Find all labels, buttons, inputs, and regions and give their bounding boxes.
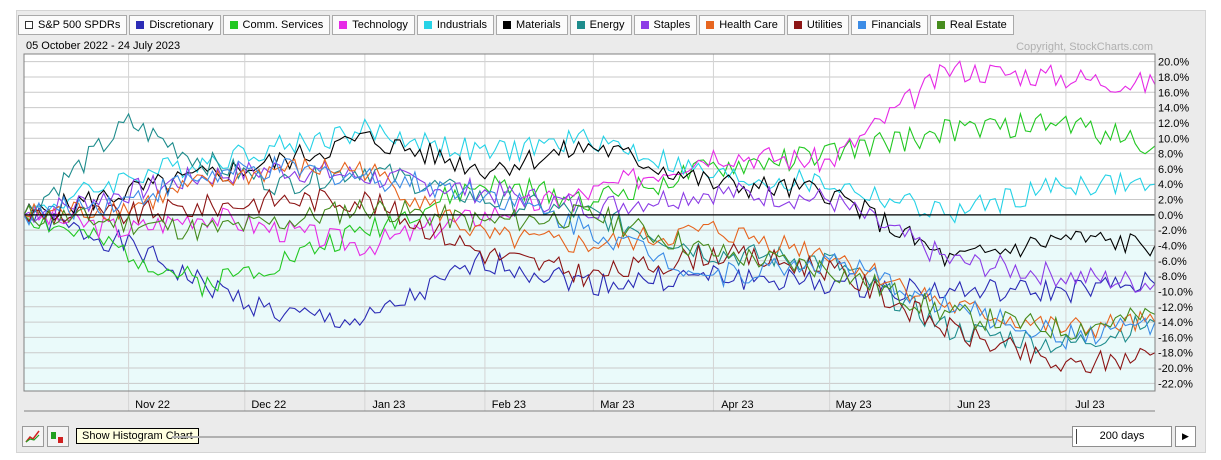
x-tick-label: Mar 23: [600, 399, 634, 411]
series-line: [23, 160, 1156, 293]
plot-border: [23, 53, 1156, 392]
y-tick-label: 2.0%: [1158, 195, 1183, 207]
histogram-button[interactable]: [47, 426, 69, 447]
legend-item[interactable]: Materials: [496, 15, 568, 35]
legend-label: Materials: [516, 19, 561, 31]
y-tick-label: 12.0%: [1158, 118, 1189, 130]
series-line: [23, 130, 1156, 268]
legend-item[interactable]: Financials: [851, 15, 928, 35]
x-tick-label: May 23: [836, 399, 872, 411]
bottom-toolbar: Show Histogram Chart 200 days ▶: [22, 426, 1198, 448]
series-line: [23, 112, 1156, 355]
line-chart-icon: [25, 430, 40, 443]
line-chart-button[interactable]: [22, 426, 44, 447]
y-tick-label: -6.0%: [1158, 256, 1187, 268]
legend-swatch: [229, 21, 238, 29]
legend-swatch: [503, 21, 512, 29]
y-tick-label: -12.0%: [1158, 302, 1193, 314]
legend-swatch: [136, 21, 145, 29]
chart: 20.0% 18.0% 16.0% 14.0% 12.0% 10.0% 8.0% 6.0% 4.…: [23, 53, 1193, 412]
y-tick-label: -10.0%: [1158, 286, 1193, 298]
legend-label: Staples: [653, 19, 691, 31]
legend-label: Technology: [352, 19, 408, 31]
legend-swatch: [423, 21, 432, 29]
legend: S&P 500 SPDRs Discretionary Comm. Services…: [18, 15, 1014, 37]
copyright: Copyright, StockCharts.com: [1016, 41, 1153, 53]
period-input[interactable]: 200 days: [1072, 426, 1172, 447]
legend-item[interactable]: S&P 500 SPDRs: [18, 15, 128, 35]
x-tick-label: Jan 23: [372, 399, 405, 411]
x-tick-label: Jul 23: [1075, 399, 1104, 411]
date-slider[interactable]: [172, 436, 1072, 438]
series-line: [23, 155, 1156, 351]
legend-item[interactable]: Discretionary: [129, 15, 221, 35]
histogram-icon: [51, 432, 63, 443]
legend-swatch: [706, 21, 715, 29]
y-tick-label: 18.0%: [1158, 72, 1189, 84]
y-tick-label: -22.0%: [1158, 378, 1193, 390]
legend-item[interactable]: Comm. Services: [222, 15, 331, 35]
negative-zone: [24, 214, 1155, 391]
legend-label: Utilities: [806, 19, 843, 31]
legend-label: S&P 500 SPDRs: [38, 19, 121, 31]
legend-item[interactable]: Technology: [332, 15, 415, 35]
legend-swatch: [858, 21, 867, 29]
legend-item[interactable]: Utilities: [786, 15, 850, 35]
y-tick-label: -14.0%: [1158, 317, 1193, 329]
y-tick-label: -18.0%: [1158, 348, 1193, 360]
play-button[interactable]: ▶: [1175, 426, 1196, 447]
y-tick-label: 6.0%: [1158, 164, 1183, 176]
legend-item[interactable]: Real Estate: [929, 15, 1014, 35]
legend-swatch: [793, 21, 802, 29]
y-tick-label: 16.0%: [1158, 87, 1189, 99]
legend-item[interactable]: Health Care: [699, 15, 785, 35]
y-tick-label: 10.0%: [1158, 133, 1189, 145]
legend-label: Real Estate: [949, 19, 1007, 31]
y-tick-label: -16.0%: [1158, 332, 1193, 344]
y-tick-label: 20.0%: [1158, 57, 1189, 69]
y-tick-label: 4.0%: [1158, 179, 1183, 191]
legend-label: Industrials: [436, 19, 488, 31]
legend-item[interactable]: Industrials: [416, 15, 495, 35]
legend-label: Energy: [589, 19, 625, 31]
legend-label: Discretionary: [149, 19, 214, 31]
y-tick-label: 0.0%: [1158, 210, 1183, 222]
legend-swatch: [936, 21, 945, 29]
legend-swatch: [640, 21, 649, 29]
legend-label: Financials: [871, 19, 921, 31]
legend-swatch: [576, 21, 585, 29]
series-line: [23, 198, 1156, 341]
y-tick-label: 8.0%: [1158, 149, 1183, 161]
series-line: [23, 188, 1156, 374]
play-icon: ▶: [1182, 431, 1189, 441]
legend-item[interactable]: Staples: [633, 15, 698, 35]
legend-swatch: [339, 21, 348, 29]
y-tick-label: -20.0%: [1158, 363, 1193, 375]
legend-swatch: [25, 21, 33, 29]
series-line: [23, 207, 1156, 329]
x-tick-label: Nov 22: [135, 399, 170, 411]
y-tick-label: -4.0%: [1158, 240, 1187, 252]
x-tick-label: Dec 22: [251, 399, 286, 411]
date-range: 05 October 2022 - 24 July 2023: [26, 40, 181, 52]
series-line: [23, 157, 1156, 340]
y-tick-label: -8.0%: [1158, 271, 1187, 283]
y-tick-label: -2.0%: [1158, 225, 1187, 237]
x-tick-label: Apr 23: [721, 399, 753, 411]
legend-label: Health Care: [719, 19, 778, 31]
series-line: [23, 111, 1156, 298]
x-tick-label: Jun 23: [957, 399, 990, 411]
x-tick-label: Feb 23: [492, 399, 526, 411]
legend-item[interactable]: Energy: [569, 15, 632, 35]
legend-label: Comm. Services: [242, 19, 324, 31]
series-line: [23, 60, 1156, 257]
y-tick-label: 14.0%: [1158, 103, 1189, 115]
